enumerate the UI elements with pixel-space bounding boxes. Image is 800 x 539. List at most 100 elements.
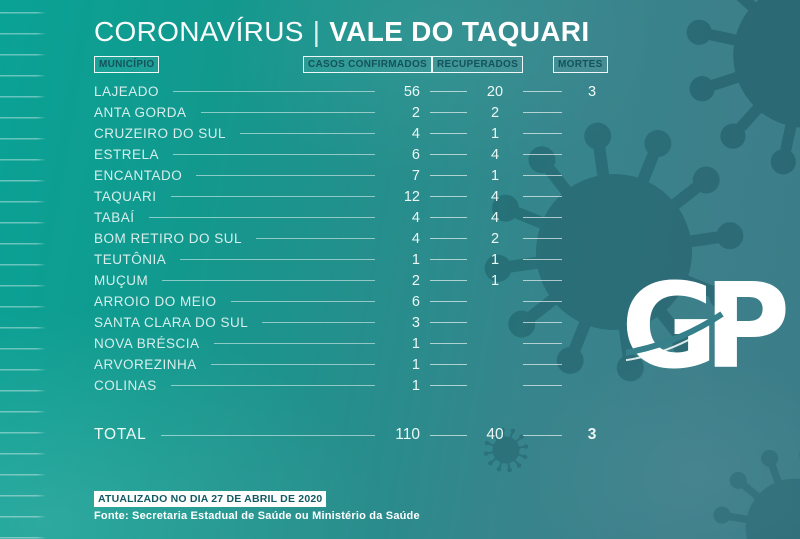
ruled-edge-decoration xyxy=(0,12,46,539)
table-row: TAQUARI 12 4 xyxy=(0,186,800,207)
confirmed-value: 2 xyxy=(411,104,420,121)
leader-line xyxy=(262,322,375,323)
dash-line xyxy=(430,280,467,281)
table-row: CRUZEIRO DO SUL 4 1 xyxy=(0,123,800,144)
dash-line xyxy=(523,301,562,302)
dash-line xyxy=(430,196,467,197)
confirmed-value: 1 xyxy=(411,335,420,352)
dash-line xyxy=(523,133,562,134)
dash-line xyxy=(523,280,562,281)
municipality-name: NOVA BRÉSCIA xyxy=(94,336,200,351)
dash-line xyxy=(430,385,467,386)
leader-line xyxy=(230,301,375,302)
recovered-value: 4 xyxy=(490,146,500,163)
municipality-name: ARVOREZINHA xyxy=(94,357,197,372)
table-header-row: MUNICÍPIO CASOS CONFIRMADOS RECUPERADOS … xyxy=(0,56,800,74)
dash-line xyxy=(430,133,467,134)
municipality-name: ESTRELA xyxy=(94,147,160,162)
dash-line xyxy=(430,301,467,302)
leader-line xyxy=(162,280,375,281)
municipality-name: TAQUARI xyxy=(94,189,157,204)
leader-line xyxy=(173,91,375,92)
municipality-name: MUÇUM xyxy=(94,273,149,288)
leader-line xyxy=(173,154,375,155)
total-label: TOTAL xyxy=(94,426,147,443)
dash-line xyxy=(430,434,467,436)
dash-line xyxy=(523,364,562,365)
confirmed-value: 6 xyxy=(411,146,420,163)
table-row: ARROIO DO MEIO 6 xyxy=(0,291,800,312)
header-confirmed: CASOS CONFIRMADOS xyxy=(303,56,432,73)
dash-line xyxy=(523,91,562,92)
recovered-value: 1 xyxy=(490,167,500,184)
deaths-value: 3 xyxy=(587,83,597,100)
updated-badge: ATUALIZADO NO DIA 27 DE ABRIL DE 2020 xyxy=(94,491,327,507)
dash-line xyxy=(523,238,562,239)
table-row: ANTA GORDA 2 2 xyxy=(0,102,800,123)
confirmed-value: 3 xyxy=(411,314,420,331)
confirmed-value: 4 xyxy=(411,209,420,226)
confirmed-value: 4 xyxy=(411,125,420,142)
table-row: COLINAS 1 xyxy=(0,375,800,396)
table-row: ENCANTADO 7 1 xyxy=(0,165,800,186)
dash-line xyxy=(430,364,467,365)
confirmed-value: 6 xyxy=(411,293,420,310)
dash-line xyxy=(430,154,467,155)
dash-line xyxy=(523,175,562,176)
table-row: ARVOREZINHA 1 xyxy=(0,354,800,375)
confirmed-value: 56 xyxy=(403,83,420,100)
dash-line xyxy=(523,154,562,155)
dash-line xyxy=(523,343,562,344)
header-deaths: MORTES xyxy=(553,56,608,73)
table-total-row: TOTAL 110 40 3 xyxy=(0,422,800,448)
leader-line xyxy=(196,175,375,176)
municipality-name: SANTA CLARA DO SUL xyxy=(94,315,249,330)
dash-line xyxy=(430,91,467,92)
recovered-value: 2 xyxy=(490,104,500,121)
footer: ATUALIZADO NO DIA 27 DE ABRIL DE 2020 Fo… xyxy=(0,489,800,522)
source-text: Fonte: Secretaria Estadual de Saúde ou M… xyxy=(94,510,420,522)
dash-line xyxy=(523,434,562,436)
dash-line xyxy=(523,217,562,218)
table-row: TABAÍ 4 4 xyxy=(0,207,800,228)
confirmed-value: 1 xyxy=(411,356,420,373)
total-confirmed-value: 110 xyxy=(395,426,420,443)
leader-line xyxy=(256,238,375,239)
leader-line xyxy=(213,343,375,344)
leader-line xyxy=(148,217,375,218)
confirmed-value: 12 xyxy=(403,188,420,205)
dash-line xyxy=(523,322,562,323)
recovered-value: 4 xyxy=(490,188,500,205)
leader-line xyxy=(180,259,375,260)
municipality-name: ANTA GORDA xyxy=(94,105,187,120)
leader-line xyxy=(170,385,375,386)
municipality-name: TEUTÔNIA xyxy=(94,252,167,267)
total-deaths-value: 3 xyxy=(587,426,597,443)
table-row: LAJEADO 56 20 3 xyxy=(0,81,800,102)
dash-line xyxy=(430,175,467,176)
dash-line xyxy=(430,217,467,218)
municipality-name: CRUZEIRO DO SUL xyxy=(94,126,227,141)
municipality-name: BOM RETIRO DO SUL xyxy=(94,231,243,246)
table-rows: LAJEADO 56 20 3 ANTA GORDA 2 2 CRUZEIRO DO SUL 4… xyxy=(0,81,800,396)
dash-line xyxy=(430,112,467,113)
header-municipality: MUNICÍPIO xyxy=(94,56,160,73)
title-region: VALE DO TAQUARI xyxy=(329,16,590,47)
table-row: SANTA CLARA DO SUL 3 xyxy=(0,312,800,333)
confirmed-value: 4 xyxy=(411,230,420,247)
dash-line xyxy=(523,196,562,197)
recovered-value: 2 xyxy=(490,230,500,247)
confirmed-value: 7 xyxy=(411,167,420,184)
page-title: CORONAVÍRUS | VALE DO TAQUARI xyxy=(94,16,800,48)
dash-line xyxy=(523,385,562,386)
leader-line xyxy=(210,364,375,365)
table-row: NOVA BRÉSCIA 1 xyxy=(0,333,800,354)
municipality-name: LAJEADO xyxy=(94,84,160,99)
municipality-name: ARROIO DO MEIO xyxy=(94,294,217,309)
dash-line xyxy=(523,112,562,113)
recovered-value: 20 xyxy=(486,83,504,100)
dash-line xyxy=(430,343,467,344)
leader-line xyxy=(170,196,375,197)
